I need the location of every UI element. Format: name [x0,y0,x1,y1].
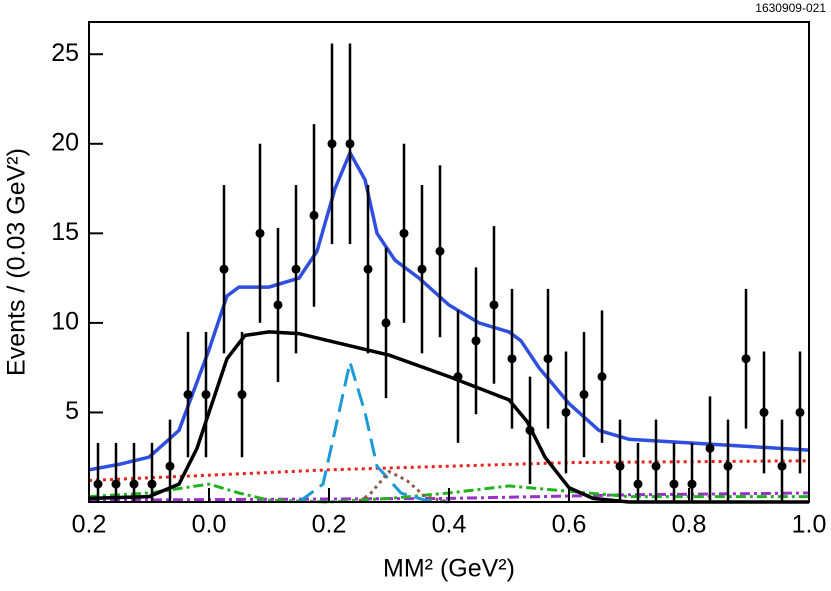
data-point [759,407,769,417]
data-point [237,390,247,400]
data-point [579,390,589,400]
y-tick-label: 5 [65,397,79,425]
data-point [705,443,715,453]
data-point [471,336,481,346]
data-point [219,264,229,274]
data-point [291,264,301,274]
data-point [129,479,139,489]
fit-curve [88,459,810,482]
x-axis-label: MM² (GeV²) [383,555,515,583]
data-point [183,390,193,400]
data-point [255,228,265,238]
data-point [201,390,211,400]
data-point [309,210,319,220]
data-point [363,264,373,274]
data-point [633,479,643,489]
y-tick-label: 25 [51,39,79,67]
data-point [507,354,517,364]
data-point [741,354,751,364]
data-point [345,139,355,149]
data-point [615,461,625,471]
fit-curve [358,469,450,504]
data-point [669,479,679,489]
data-point [327,139,337,149]
data-point [795,407,805,417]
fit-curve [88,330,809,504]
x-tick-label: 0.0 [192,511,227,539]
data-point [453,372,463,382]
x-tick-label: 0.6 [552,511,587,539]
x-tick-label: 0.8 [672,511,707,539]
fit-curve [88,491,810,502]
data-point [651,461,661,471]
data-point [165,461,175,471]
data-point [597,372,607,382]
fit-curve [298,356,450,504]
plot-frame [88,21,810,503]
data-point [93,479,103,489]
fit-curve [88,482,809,504]
y-axis-label: Events / (0.03 GeV²) [3,148,31,376]
data-point [273,300,283,310]
data-point [777,461,787,471]
data-point [381,318,391,328]
figure-code: 1630909-021 [755,1,826,15]
data-point [147,479,157,489]
data-point [111,479,121,489]
data-point [525,425,535,435]
data-point [561,407,571,417]
y-tick-label: 20 [51,128,79,156]
y-tick-label: 15 [51,218,79,246]
x-tick-label: 0.2 [312,511,347,539]
data-point [489,300,499,310]
x-tick-label: 1.0 [792,511,827,539]
data-point [435,246,445,256]
plot-area [88,43,810,504]
data-point [543,354,553,364]
y-tick-label: 10 [51,308,79,336]
x-tick-label: 0.4 [432,511,467,539]
x-tick-label: 0.2 [72,511,107,539]
data-point [687,479,697,489]
data-point [417,264,427,274]
data-point [399,228,409,238]
data-point [723,461,733,471]
fit-curve [88,148,810,472]
